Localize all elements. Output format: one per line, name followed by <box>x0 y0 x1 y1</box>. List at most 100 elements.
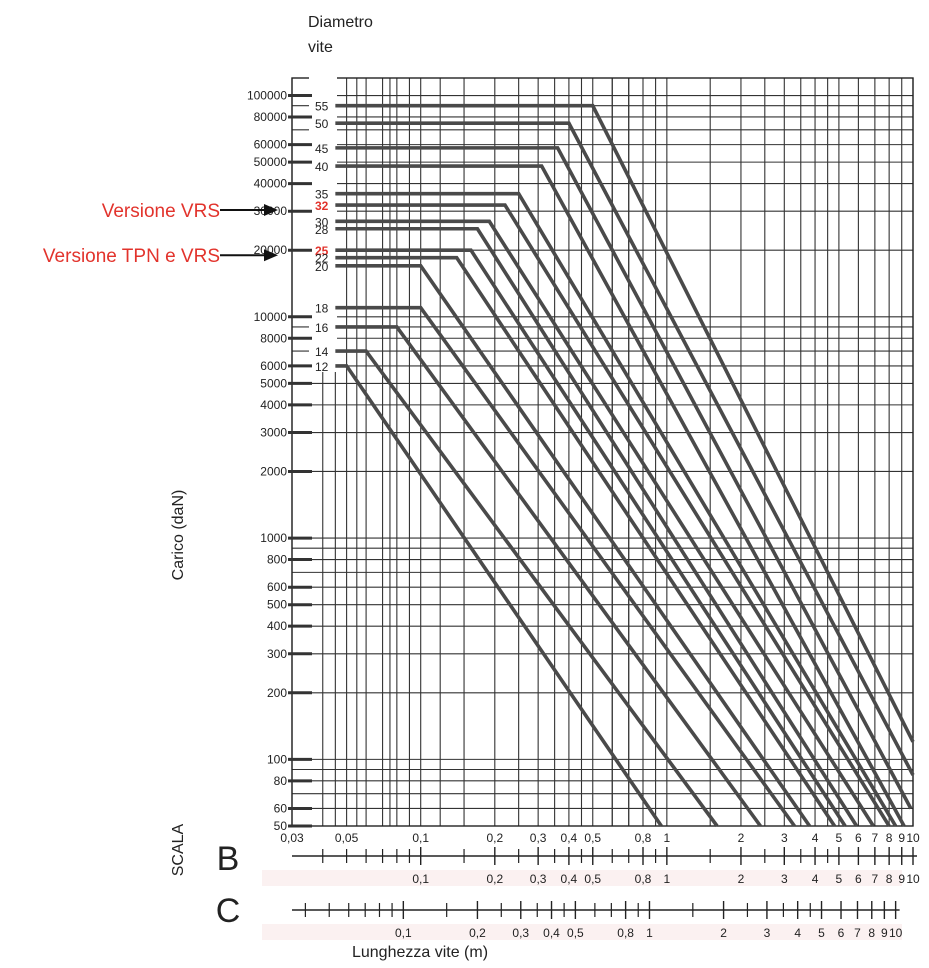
diameter-label-12: 12 <box>315 360 329 374</box>
scale-c-tick-label: 5 <box>818 926 825 940</box>
scale-c-tick-label: 10 <box>889 926 903 940</box>
y-tick-label: 1000 <box>260 531 287 545</box>
scale-b-tick-label: 2 <box>738 872 745 886</box>
y-tick-label: 100 <box>267 752 287 766</box>
callout-32: Versione VRS <box>102 201 278 222</box>
x-tick-label: 1 <box>664 831 671 845</box>
x-tick-label: 0,2 <box>486 831 503 845</box>
callout-label: Versione TPN e VRS <box>43 246 220 267</box>
y-tick-label: 6000 <box>260 359 287 373</box>
scale-b-tick-label: 3 <box>781 872 788 886</box>
x-tick-labels: 0,03 0,05 0,1 0,2 0,3 0,4 0,5 0,8 1 2 3 4 5 6 7 8 9 10 <box>280 831 920 845</box>
scale-c-band <box>262 924 902 940</box>
diameter-label-22: 22 <box>315 252 329 266</box>
series-line-16 <box>335 325 762 828</box>
callout-label: Versione VRS <box>102 201 220 222</box>
y-tick-label: 80 <box>274 774 288 788</box>
diameter-label-50: 50 <box>315 117 329 131</box>
x-tick-label: 0,1 <box>412 831 429 845</box>
x-tick-label: 7 <box>872 831 879 845</box>
y-tick-labels: 1000008000060000500004000030000200001000… <box>247 89 312 833</box>
scale-c-tick-label: 3 <box>764 926 771 940</box>
y-axis-title: Carico (daN) <box>170 490 187 581</box>
callout-arrowhead <box>264 249 278 262</box>
callout-arrowhead <box>264 204 278 217</box>
x-tick-label: 4 <box>812 831 819 845</box>
series-line-45 <box>335 146 913 810</box>
x-axis-title: Lunghezza vite (m) <box>352 944 488 961</box>
scale-b-tick-label: 0,8 <box>635 872 652 886</box>
y-tick-label: 3000 <box>260 426 287 440</box>
y-tick-label: 2000 <box>260 464 287 478</box>
x-tick-label: 10 <box>906 831 920 845</box>
scale-b-tick-label: 9 <box>898 872 905 886</box>
plot-frame <box>291 77 914 827</box>
diameter-label-35: 35 <box>315 188 329 202</box>
scale-b-tick-label: 1 <box>664 872 671 886</box>
series-line-50 <box>335 121 915 776</box>
y-tick-label: 60 <box>274 801 288 815</box>
diameter-label-55: 55 <box>315 100 329 114</box>
series-line-30 <box>335 219 875 827</box>
x-tick-label: 6 <box>855 831 862 845</box>
y-tick-label: 5000 <box>260 376 287 390</box>
y-tick-label: 50 <box>274 819 288 833</box>
scale-c-tick-label: 2 <box>720 926 727 940</box>
y-tick-label: 40000 <box>254 177 288 191</box>
scale-c-tick-label: 0,2 <box>469 926 486 940</box>
series-line-22 <box>335 255 837 827</box>
diameter-label-16: 16 <box>315 321 329 335</box>
series-line-25 <box>335 248 847 827</box>
y-tick-label: 500 <box>267 598 287 612</box>
scale-b-tick-label: 0,2 <box>486 872 503 886</box>
scale-c-tick-label: 4 <box>794 926 801 940</box>
diameter-label-20: 20 <box>315 260 329 274</box>
x-tick-label: 0,05 <box>335 831 359 845</box>
scale-b-band <box>262 870 902 886</box>
x-tick-label: 0,3 <box>530 831 547 845</box>
scale-b-letter: B <box>217 840 240 878</box>
series-lines <box>335 103 915 828</box>
series-line-20 <box>335 264 812 828</box>
diameter-label-28: 28 <box>315 223 329 237</box>
scale-c-tick-label: 6 <box>838 926 845 940</box>
diameter-label-32: 32 <box>315 199 329 213</box>
diameter-label-40: 40 <box>315 160 329 174</box>
x-tick-label: 5 <box>836 831 843 845</box>
y-tick-label: 20000 <box>254 243 288 257</box>
callout-25: Versione TPN e VRS <box>43 246 278 267</box>
x-tick-label: 2 <box>738 831 745 845</box>
callouts: Versione VRS Versione TPN e VRS <box>43 201 278 267</box>
scale-b-tick-label: 8 <box>886 872 893 886</box>
y-tick-label: 4000 <box>260 398 287 412</box>
scale-b-tick-label: 10 <box>906 872 920 886</box>
series-line-14 <box>335 349 719 828</box>
series-line-28 <box>335 226 859 827</box>
scale-b-tick-label: 0,3 <box>530 872 547 886</box>
diameter-label-18: 18 <box>315 302 329 316</box>
series-line-12 <box>335 364 663 828</box>
series-line-35 <box>335 191 898 827</box>
series-line-32 <box>335 203 891 827</box>
header-label-line2: vite <box>308 39 333 56</box>
scale-c-tick-label: 9 <box>881 926 888 940</box>
y-tick-label: 400 <box>267 619 287 633</box>
y-tick-label: 60000 <box>254 138 288 152</box>
scale-b-tick-label: 0,4 <box>561 872 578 886</box>
x-tick-label: 0,8 <box>635 831 652 845</box>
x-tick-label: 0,5 <box>584 831 601 845</box>
diameter-label-45: 45 <box>315 142 329 156</box>
diameter-label-25: 25 <box>315 244 329 258</box>
scale-b-tick-label: 0,1 <box>412 872 429 886</box>
series-line-55 <box>335 103 915 743</box>
scala-label: SCALA <box>170 823 187 876</box>
y-tick-label: 80000 <box>254 110 288 124</box>
scale-c-tick-label: 0,3 <box>512 926 529 940</box>
scale-b-tick-label: 5 <box>836 872 843 886</box>
scale-b-tick-label: 0,5 <box>584 872 601 886</box>
scale-c-tick-label: 0,5 <box>567 926 584 940</box>
scale-c-letter: C <box>216 892 241 930</box>
diameter-label-30: 30 <box>315 215 329 229</box>
